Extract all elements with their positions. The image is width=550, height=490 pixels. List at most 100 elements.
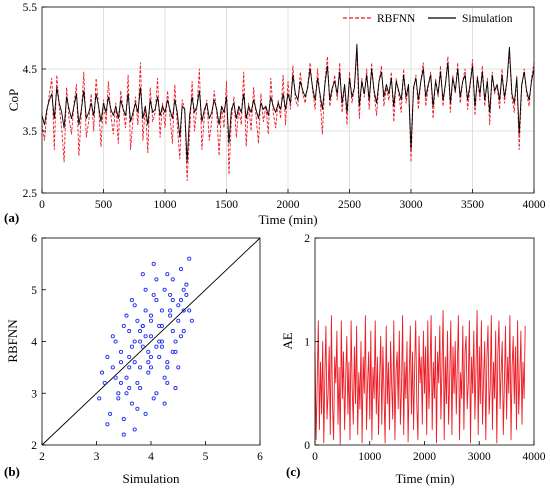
x-tick-label: 3500 bbox=[461, 199, 484, 211]
scatter-point bbox=[135, 380, 140, 385]
scatter-point bbox=[116, 396, 121, 401]
scatter-point bbox=[121, 323, 126, 329]
legend-label-simulation: Simulation bbox=[462, 13, 513, 25]
scatter-point bbox=[184, 292, 189, 297]
scatter-point bbox=[138, 339, 143, 344]
scatter-point bbox=[157, 339, 162, 344]
scatter-point bbox=[151, 261, 156, 266]
x-tick-label: 5 bbox=[203, 451, 209, 463]
x-tick-label: 500 bbox=[95, 199, 113, 211]
scatter-point bbox=[176, 365, 181, 370]
scatter-point bbox=[124, 375, 129, 380]
scatter-point bbox=[127, 386, 132, 391]
scatter-point bbox=[110, 365, 115, 370]
scatter-point bbox=[129, 298, 134, 303]
scatter-point bbox=[154, 391, 159, 396]
scatter-point bbox=[170, 329, 175, 334]
scatter-point bbox=[151, 292, 156, 297]
scatter-point bbox=[116, 391, 121, 396]
x-tick-label: 1500 bbox=[215, 199, 238, 211]
scatter-point bbox=[173, 386, 178, 391]
scatter-point bbox=[118, 360, 124, 365]
x-tick-label: 6 bbox=[257, 451, 263, 463]
a-ylabel: CoP bbox=[6, 89, 21, 111]
a-grid bbox=[42, 7, 534, 193]
y-tick-label: 1 bbox=[304, 337, 310, 349]
b-panel-label: (b) bbox=[4, 464, 20, 479]
scatter-point bbox=[143, 411, 148, 416]
scatter-point bbox=[148, 318, 154, 323]
x-tick-label: 4000 bbox=[523, 199, 546, 211]
y-tick-label: 2 bbox=[304, 233, 310, 245]
c-ticks: 0 1000 2000 3000 4000 0 1 2 bbox=[304, 233, 546, 463]
scatter-point bbox=[129, 401, 134, 406]
scatter-point bbox=[129, 344, 134, 349]
scatter-point bbox=[143, 308, 148, 313]
a-xlabel: Time (min) bbox=[258, 212, 317, 227]
x-tick-label: 2500 bbox=[338, 199, 361, 211]
y-tick-label: 6 bbox=[31, 233, 37, 245]
x-tick-label: 3 bbox=[94, 451, 100, 463]
y-tick-label: 3.5 bbox=[23, 126, 38, 138]
y-tick-label: 5 bbox=[31, 285, 37, 297]
scatter-point bbox=[124, 313, 129, 318]
a-panel-label: (a) bbox=[4, 210, 19, 225]
scatter-point bbox=[121, 432, 126, 437]
x-tick-label: 3000 bbox=[400, 199, 423, 211]
scatter-point bbox=[189, 318, 194, 323]
scatter-point bbox=[159, 308, 164, 313]
scatter-point bbox=[168, 292, 173, 297]
y-tick-label: 2 bbox=[31, 440, 37, 452]
scatter-point bbox=[127, 365, 132, 370]
scatter-point bbox=[97, 396, 102, 401]
scatter-point bbox=[176, 318, 181, 323]
legend-label-rbfnn: RBFNN bbox=[377, 13, 416, 25]
scatter-point bbox=[165, 272, 170, 277]
scatter-point bbox=[154, 344, 159, 349]
scatter-point bbox=[108, 411, 113, 416]
rbfnn-series-line bbox=[41, 53, 535, 182]
x-tick-label: 4000 bbox=[523, 451, 546, 463]
scatter-point bbox=[146, 349, 151, 354]
scatter-point bbox=[165, 360, 170, 365]
y-tick-label: 5.5 bbox=[23, 2, 38, 14]
scatter-point bbox=[176, 303, 181, 308]
c-xlabel: Time (min) bbox=[395, 471, 454, 486]
scatter-point bbox=[162, 287, 167, 292]
scatter-point bbox=[105, 354, 110, 360]
y-tick-label: 0 bbox=[304, 440, 310, 452]
b-points bbox=[97, 256, 194, 437]
scatter-point bbox=[99, 370, 105, 375]
scatter-point bbox=[140, 272, 145, 277]
y-tick-label: 2.5 bbox=[23, 188, 38, 200]
scatter-point bbox=[138, 386, 143, 391]
scatter-point bbox=[148, 313, 154, 318]
scatter-point bbox=[168, 308, 173, 313]
scatter-point bbox=[140, 323, 145, 329]
scatter-point bbox=[168, 313, 173, 318]
x-tick-label: 4 bbox=[148, 451, 154, 463]
scatter-point bbox=[143, 334, 148, 339]
scatter-point bbox=[132, 303, 137, 308]
scatter-point bbox=[140, 344, 145, 349]
scatter-point bbox=[148, 365, 154, 370]
scatter-point bbox=[178, 266, 184, 272]
scatter-point bbox=[165, 365, 170, 370]
c-ylabel: AE bbox=[280, 332, 295, 349]
x-tick-label: 0 bbox=[312, 451, 318, 463]
simulation-series-line bbox=[41, 43, 535, 163]
scatter-point bbox=[184, 282, 189, 287]
scatter-point bbox=[138, 329, 143, 334]
scatter-point bbox=[157, 323, 162, 329]
scatter-point bbox=[148, 334, 154, 339]
y-tick-label: 4.5 bbox=[23, 64, 38, 76]
a-ticks: 0 500 1000 1500 2000 2500 3000 3500 4000 2.5 3.5 4.… bbox=[23, 2, 546, 211]
scatter-point bbox=[173, 339, 178, 344]
scatter-point bbox=[146, 360, 151, 365]
panel-a: 0 500 1000 1500 2000 2500 3000 3500 4000 2.5 3.5 4.… bbox=[4, 2, 546, 227]
scatter-point bbox=[178, 298, 184, 303]
scatter-point bbox=[170, 298, 175, 303]
scatter-point bbox=[181, 287, 186, 292]
scatter-point bbox=[113, 339, 118, 344]
